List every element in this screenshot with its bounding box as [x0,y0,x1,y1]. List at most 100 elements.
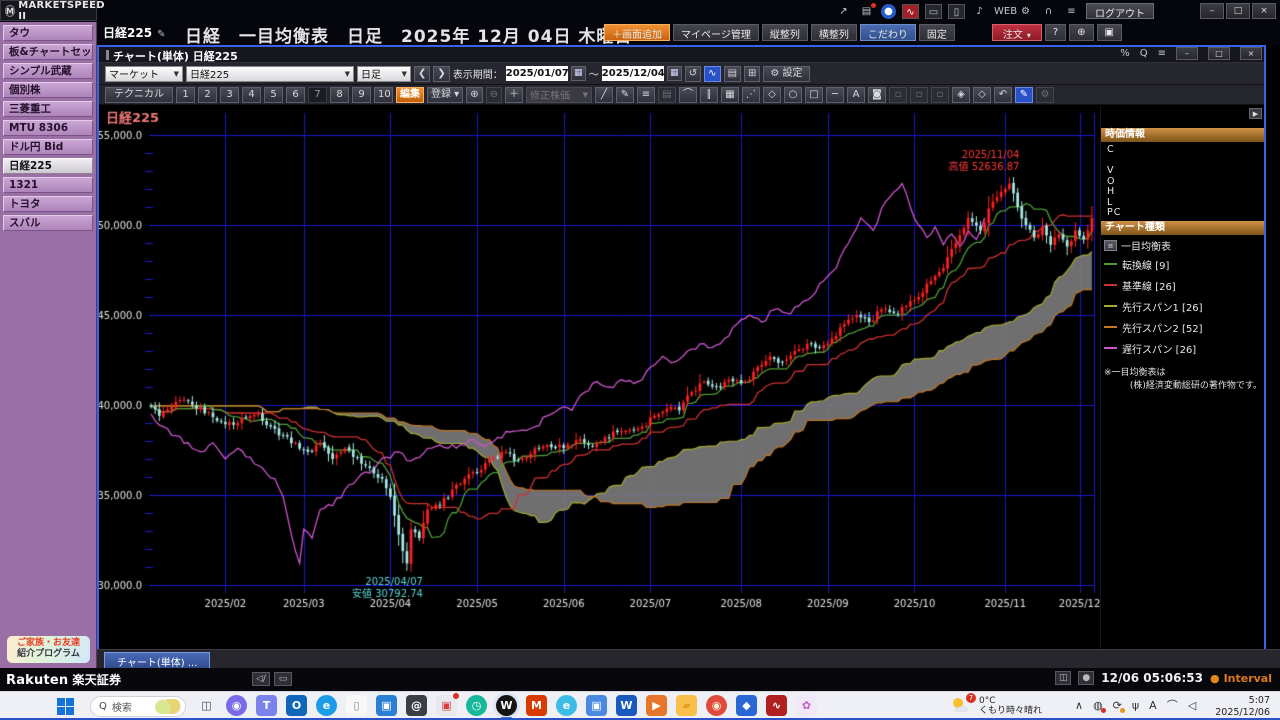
chat-notification-icon[interactable]: ▤ [858,2,876,19]
photos-icon[interactable]: ▣ [436,693,459,716]
edge-icon[interactable]: e [556,695,577,716]
order-button[interactable]: 注文 ▾ [991,24,1042,41]
hline-tool-icon[interactable]: ─ [825,86,844,103]
media-player-icon[interactable]: ▶ [646,695,667,716]
status-layout-icon[interactable]: ◫ [1055,671,1072,685]
mail-icon[interactable]: @ [406,695,427,716]
prev-button[interactable]: ❮ [414,65,431,82]
tray-globe-icon[interactable]: ◍ [1093,699,1106,713]
logout-button[interactable]: ログアウト [1086,3,1154,20]
panel-expander-button[interactable]: ▶ [1249,108,1262,119]
minimize-button[interactable]: – [1176,47,1198,60]
gallery-icon[interactable]: ▣ [586,695,607,716]
tray-sync-icon[interactable]: ⟳ [1113,699,1125,713]
compare-chart-icon[interactable]: ∿ [704,65,721,82]
clock-app-icon[interactable]: ◷ [466,695,487,716]
wallet-icon[interactable]: ◆ [736,695,757,716]
crosshair-icon[interactable]: ＋ [504,86,523,103]
channel-tool-icon[interactable]: ∥ [699,86,718,103]
chart-preset-5[interactable]: 5 [264,86,283,103]
pencil-tool-icon[interactable]: ✎ [615,86,634,103]
edit-button[interactable]: 編集 [396,86,424,103]
chart-preset-4[interactable]: 4 [242,86,261,103]
eraser-tool-icon[interactable]: ◈ [951,86,970,103]
eraser-all-tool-icon[interactable]: ◇ [972,86,991,103]
sidebar-item-usdjpy-bid[interactable]: ドル円 Bid [3,139,93,155]
vertical-align-button[interactable]: 縦整列 [761,24,808,41]
chart-preset-6[interactable]: 6 [286,86,305,103]
sidebar-item-nikkei225[interactable]: 日経225 [3,158,93,174]
reload-icon[interactable]: ↺ [684,65,702,82]
next-button[interactable]: ❯ [433,65,450,82]
draw-mode-icon[interactable]: ✎ [1014,86,1033,103]
sidebar-item-subaru[interactable]: スバル [3,215,93,231]
arc-tool-icon[interactable]: ⌒ [678,86,697,103]
compact-window-icon[interactable]: ▭ [274,672,292,686]
sidebar-item-mtu-8306[interactable]: MTU 8306 [3,120,93,136]
taskbar-clock[interactable]: 5:07 2025/12/06 [1215,695,1270,718]
marketspeed-w-icon[interactable]: W [496,695,517,719]
chart-preset-10[interactable]: 10 [374,86,393,103]
task-view-icon[interactable]: ◫ [201,699,212,712]
chart-preset-2[interactable]: 2 [198,86,217,103]
paste-tool-icon[interactable]: ▫ [930,86,949,103]
tray-wifi-icon[interactable]: ⌒ [1166,699,1178,712]
tray-chevron-icon[interactable]: ∧ [1075,699,1084,712]
new-window-icon[interactable]: ⊞ [744,65,761,82]
mute-icon[interactable]: ◁/ [252,672,270,686]
adjusted-price-select[interactable]: 修正株価 ▼ [525,86,592,103]
chart-window-tab[interactable]: チャート(単体) ... [104,652,211,669]
chrome-icon[interactable]: ◉ [706,695,727,716]
sidebar-item-mitsubishi-heavy[interactable]: 三菱重工 [3,101,93,117]
help-button[interactable]: ? [1044,24,1067,41]
taskbar-search[interactable]: Q 検索 [90,696,186,717]
paint-icon[interactable]: ✿ [796,695,817,716]
chart-preset-1[interactable]: 1 [176,86,195,103]
hline-set-tool-icon[interactable]: ≡ [636,86,655,103]
timeframe-select[interactable]: 日足 ▼ [357,65,411,82]
marketspeed2-icon[interactable]: ∿ [766,695,787,716]
close-button[interactable]: × [1252,3,1276,19]
text-tool-icon[interactable]: A [846,86,865,103]
weather-widget[interactable]: ☁ 7 0°C くもり時々晴れ [952,693,1042,717]
pin-button[interactable]: 固定 [918,24,955,41]
teams-icon[interactable]: T [256,695,277,716]
notepad-icon[interactable]: ▯ [346,695,367,716]
ellipse-tool-icon[interactable]: ○ [783,86,802,103]
stamp-tool-icon[interactable]: ◙ [867,86,886,103]
sidebar-item-toyota[interactable]: トヨタ [3,196,93,212]
invite-user-button[interactable]: ⊕ [1069,24,1094,41]
add-screen-button[interactable]: ＋画面追加 [604,24,671,41]
date-from-calendar-icon[interactable]: ▦ [570,66,586,81]
gear-sub-icon[interactable]: ⚙ [1021,5,1030,17]
status-user-icon[interactable]: ● [1078,671,1095,685]
tray-volume-icon[interactable]: ◁ [1187,699,1197,712]
sidebar-item-simple-musashi[interactable]: シンプル武蔵 [3,63,93,79]
tray-ime-icon[interactable]: A [1149,699,1157,712]
start-button[interactable] [57,698,74,715]
trendline-tool-icon[interactable]: ╱ [594,86,613,103]
fan-tool-icon[interactable]: ⋰ [741,86,760,103]
monitor-icon[interactable]: ▭ [925,3,942,19]
word-icon[interactable]: W [616,695,637,716]
chart-preset-3[interactable]: 3 [220,86,239,103]
rect-tool-icon[interactable]: □ [804,86,823,103]
kodawari-button[interactable]: こだわり [859,24,916,41]
symbol-select[interactable]: 日経225 ▼ [186,65,354,82]
edit-layout-icon[interactable]: ✎ [157,29,166,40]
store-icon[interactable]: ▣ [376,695,397,716]
m365-icon[interactable]: M [526,695,547,716]
maximize-button[interactable]: □ [1226,3,1250,19]
settings-button[interactable]: ⚙ 設定 [763,65,810,82]
zoom-out-icon[interactable]: ⊖ [485,86,502,103]
market-select[interactable]: マーケット ▼ [105,65,183,82]
list-tool-icon[interactable]: ▤ [657,86,676,103]
print-icon[interactable]: ▤ [723,65,742,82]
copy-tool-icon[interactable]: ▫ [909,86,928,103]
horizontal-align-button[interactable]: 横整列 [810,24,857,41]
copilot-icon[interactable]: ◉ [226,695,247,716]
minimize-button[interactable]: – [1200,3,1224,19]
explorer-icon[interactable]: ▰ [676,695,697,716]
price-chart-canvas[interactable] [99,106,1100,649]
chart-app-icon[interactable]: ∿ [902,3,919,19]
